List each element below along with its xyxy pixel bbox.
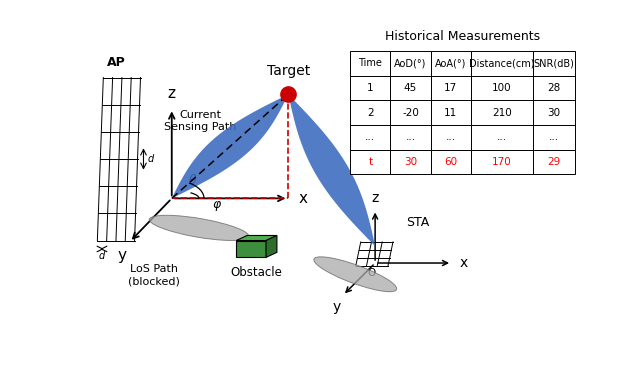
Bar bbox=[350, 150, 390, 174]
Text: Obstacle: Obstacle bbox=[230, 266, 282, 279]
Text: y: y bbox=[332, 300, 340, 314]
Bar bbox=[470, 100, 533, 125]
Text: STA: STA bbox=[406, 216, 429, 229]
Ellipse shape bbox=[314, 257, 397, 292]
Bar bbox=[390, 150, 431, 174]
Text: 17: 17 bbox=[444, 83, 457, 93]
Bar bbox=[390, 100, 431, 125]
Text: 29: 29 bbox=[547, 157, 561, 167]
Polygon shape bbox=[236, 235, 277, 241]
Bar bbox=[431, 76, 470, 100]
Text: Target: Target bbox=[267, 64, 310, 78]
Text: Historical Measurements: Historical Measurements bbox=[385, 30, 540, 43]
Text: AoD(°): AoD(°) bbox=[394, 58, 427, 68]
Bar bbox=[470, 51, 533, 76]
Text: 170: 170 bbox=[492, 157, 511, 167]
Bar bbox=[533, 51, 575, 76]
Polygon shape bbox=[288, 95, 375, 246]
Text: ...: ... bbox=[445, 132, 456, 142]
Bar bbox=[533, 125, 575, 150]
Text: 100: 100 bbox=[492, 83, 511, 93]
Polygon shape bbox=[266, 235, 277, 257]
Text: LoS Path
(blocked): LoS Path (blocked) bbox=[129, 264, 180, 286]
Text: AP: AP bbox=[107, 56, 125, 69]
Bar bbox=[470, 150, 533, 174]
Text: 60: 60 bbox=[444, 157, 457, 167]
Text: Current
Sensing Path: Current Sensing Path bbox=[164, 110, 236, 132]
Text: 1: 1 bbox=[367, 83, 374, 93]
Text: 2: 2 bbox=[367, 108, 374, 118]
Bar bbox=[533, 150, 575, 174]
Text: 28: 28 bbox=[547, 83, 561, 93]
Bar bbox=[390, 125, 431, 150]
Text: SNR(dB): SNR(dB) bbox=[534, 58, 574, 68]
Text: Time: Time bbox=[358, 58, 382, 68]
Text: 30: 30 bbox=[404, 157, 417, 167]
Bar bbox=[350, 100, 390, 125]
Bar bbox=[350, 125, 390, 150]
Text: x: x bbox=[460, 256, 468, 270]
Text: 30: 30 bbox=[547, 108, 561, 118]
Text: Distance(cm): Distance(cm) bbox=[469, 58, 534, 68]
Text: ...: ... bbox=[365, 132, 376, 142]
Text: 11: 11 bbox=[444, 108, 457, 118]
Text: 45: 45 bbox=[404, 83, 417, 93]
Text: y: y bbox=[118, 249, 127, 264]
Bar bbox=[431, 125, 470, 150]
Bar bbox=[470, 76, 533, 100]
Polygon shape bbox=[172, 95, 288, 199]
Text: ...: ... bbox=[549, 132, 559, 142]
Bar bbox=[350, 76, 390, 100]
Text: z: z bbox=[168, 87, 176, 101]
Text: z: z bbox=[371, 191, 379, 205]
Text: t: t bbox=[368, 157, 372, 167]
Text: -20: -20 bbox=[402, 108, 419, 118]
Ellipse shape bbox=[149, 215, 249, 241]
Text: AoA(°): AoA(°) bbox=[435, 58, 467, 68]
Bar bbox=[431, 51, 470, 76]
Bar bbox=[431, 150, 470, 174]
Bar bbox=[390, 76, 431, 100]
Text: $\theta$: $\theta$ bbox=[188, 173, 197, 187]
Bar bbox=[533, 76, 575, 100]
Text: O: O bbox=[367, 268, 375, 278]
Bar bbox=[533, 100, 575, 125]
Text: 210: 210 bbox=[492, 108, 511, 118]
Bar bbox=[350, 51, 390, 76]
Text: d: d bbox=[99, 251, 105, 261]
Text: $\varphi$: $\varphi$ bbox=[212, 199, 223, 213]
Text: ...: ... bbox=[497, 132, 507, 142]
Text: d: d bbox=[147, 154, 154, 164]
Bar bbox=[470, 125, 533, 150]
Text: x: x bbox=[298, 191, 307, 206]
Polygon shape bbox=[236, 241, 266, 257]
Text: ...: ... bbox=[406, 132, 415, 142]
Bar bbox=[390, 51, 431, 76]
Bar bbox=[431, 100, 470, 125]
